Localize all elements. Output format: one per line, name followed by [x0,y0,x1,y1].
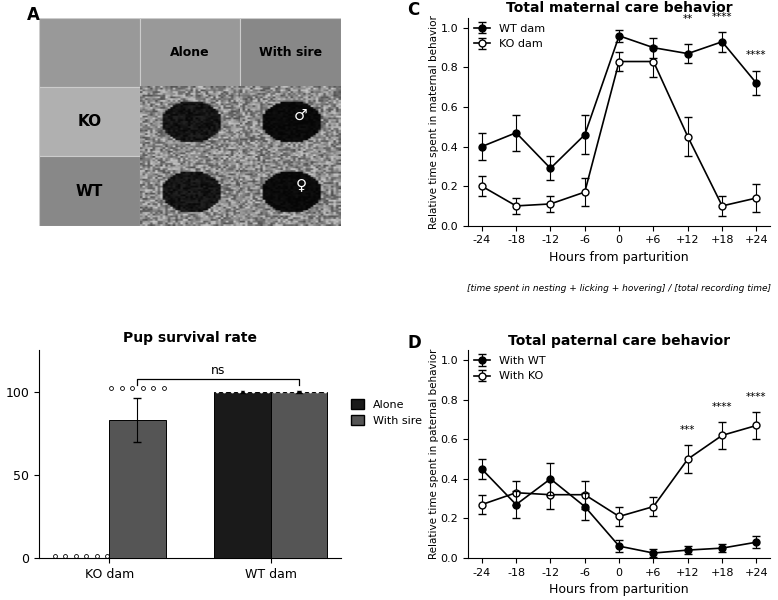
Text: KO: KO [77,115,101,130]
Text: With sire: With sire [259,46,322,59]
X-axis label: Hours from parturition: Hours from parturition [549,251,689,264]
Bar [39,157,139,226]
Title: Total paternal care behavior: Total paternal care behavior [508,334,731,348]
Text: D: D [408,334,422,352]
Bar [109,420,166,558]
Text: ****: **** [746,392,767,402]
Title: Pup survival rate: Pup survival rate [123,331,257,345]
Title: Total maternal care behavior: Total maternal care behavior [506,1,732,16]
X-axis label: Hours from parturition: Hours from parturition [549,583,689,596]
Text: C: C [408,1,420,19]
Text: Alone: Alone [170,46,210,59]
Legend: With WT, With KO: With WT, With KO [474,356,545,382]
Text: ♀: ♀ [295,176,307,191]
Text: A: A [26,5,40,23]
Legend: WT dam, KO dam: WT dam, KO dam [474,23,545,49]
Text: ****: **** [746,50,767,59]
Bar [39,87,139,157]
Bar [139,18,240,87]
Legend: Alone, With sire: Alone, With sire [347,395,427,431]
Text: **: ** [682,14,693,24]
Text: ***: *** [680,425,696,436]
Text: ♂: ♂ [294,107,307,122]
Y-axis label: Relative time spent in paternal behavior: Relative time spent in paternal behavior [429,349,439,559]
Bar [214,392,271,558]
Text: ****: **** [712,12,732,22]
Bar [240,18,341,87]
Bar [271,392,328,558]
Y-axis label: Relative time spent in maternal behavior: Relative time spent in maternal behavior [429,15,439,229]
Bar [39,18,139,87]
Text: WT: WT [75,184,103,199]
Text: ns: ns [211,364,226,377]
Text: [time spent in nesting + licking + hovering] / [total recording time]: [time spent in nesting + licking + hover… [467,284,771,293]
Text: ****: **** [712,401,732,412]
